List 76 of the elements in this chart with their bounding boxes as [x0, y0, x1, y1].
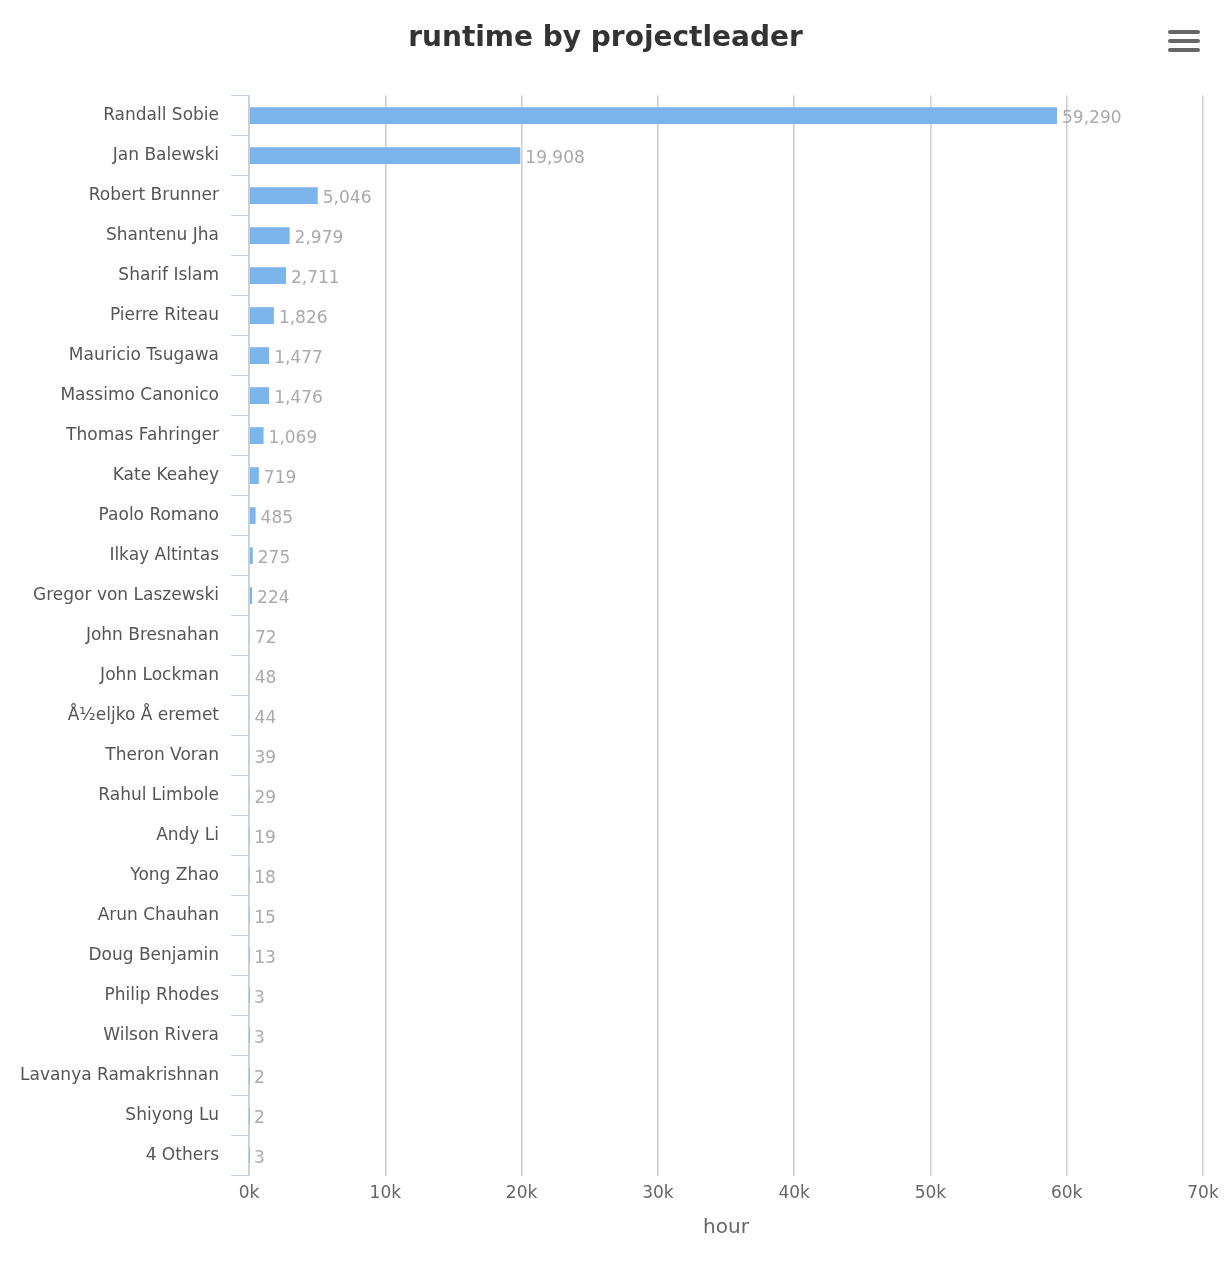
y-tick-label: Andy Li [156, 824, 220, 845]
data-label: 29 [254, 787, 277, 808]
bar [249, 467, 259, 484]
data-label: 5,046 [322, 187, 372, 208]
data-label: 18 [254, 867, 276, 888]
data-label: 2 [254, 1107, 265, 1128]
data-label: 2,979 [294, 227, 344, 248]
x-tick-label: 20k [505, 1182, 538, 1203]
data-label: 2 [254, 1067, 265, 1088]
chart-title: runtime by projectleader [408, 20, 803, 54]
y-tick-label: Massimo Canonico [60, 384, 220, 405]
bar [249, 267, 286, 284]
y-tick-label: Pierre Riteau [109, 304, 220, 325]
data-label: 3 [254, 1147, 265, 1168]
y-tick-label: Robert Brunner [88, 184, 220, 205]
y-tick-label: Doug Benjamin [88, 944, 220, 965]
data-label: 19 [254, 827, 276, 848]
data-label: 19,908 [525, 147, 585, 168]
data-label: 39 [254, 747, 277, 768]
data-label: 72 [254, 627, 277, 648]
y-tick-label: Theron Voran [104, 744, 220, 765]
data-label: 13 [254, 947, 276, 968]
y-tick-label: Yong Zhao [129, 864, 220, 885]
x-tick-label: 10k [369, 1182, 402, 1203]
y-tick-label: Shiyong Lu [125, 1104, 220, 1125]
data-label: 1,477 [274, 347, 323, 368]
data-label: 44 [254, 707, 277, 728]
data-label: 719 [263, 467, 297, 488]
y-tick-label: Kate Keahey [112, 464, 220, 485]
bar [249, 307, 274, 324]
data-label: 48 [254, 667, 277, 688]
y-tick-label: John Bresnahan [84, 624, 220, 645]
y-tick-label: Gregor von Laszewski [33, 584, 220, 605]
data-label: 2,711 [290, 267, 340, 288]
data-label: 1,476 [274, 387, 323, 408]
y-tick-label: Sharif Islam [118, 264, 220, 285]
y-tick-label: Mauricio Tsugawa [68, 344, 220, 365]
data-label: 59,290 [1062, 107, 1122, 128]
x-tick-label: 70k [1187, 1182, 1219, 1203]
bar [249, 147, 521, 164]
y-tick-label: Arun Chauhan [97, 904, 220, 925]
x-tick-label: 50k [914, 1182, 947, 1203]
x-axis-title: hour [703, 1214, 750, 1239]
y-tick-label: 4 Others [145, 1144, 220, 1165]
bar [249, 507, 256, 524]
x-tick-label: 60k [1050, 1182, 1083, 1203]
y-tick-label: Wilson Rivera [103, 1024, 220, 1045]
data-label: 3 [254, 987, 265, 1008]
x-tick-label: 40k [778, 1182, 811, 1203]
bar [249, 107, 1058, 124]
x-tick-label: 0k [238, 1182, 260, 1203]
data-label: 1,069 [268, 427, 318, 448]
y-tick-label: Ilkay Altintas [109, 544, 220, 565]
data-label: 15 [254, 907, 276, 928]
data-label: 275 [257, 547, 291, 568]
y-tick-label: Jan Balewski [111, 144, 220, 165]
bar [249, 427, 264, 444]
bar [249, 387, 270, 404]
bar [249, 227, 290, 244]
data-label: 1,826 [278, 307, 328, 328]
y-tick-label: Rahul Limbole [98, 784, 220, 805]
y-tick-label: Paolo Romano [98, 504, 220, 525]
y-tick-label: Å½eljko Å eremet [67, 703, 220, 725]
y-tick-label: Randall Sobie [103, 104, 220, 125]
y-tick-label: Lavanya Ramakrishnan [20, 1064, 220, 1085]
bar [249, 547, 253, 564]
bar [249, 347, 270, 364]
data-label: 224 [257, 587, 290, 608]
y-tick-label: Philip Rhodes [104, 984, 220, 1005]
x-tick-label: 30k [642, 1182, 674, 1203]
y-tick-label: Thomas Fahringer [65, 424, 220, 445]
y-tick-label: John Lockman [99, 664, 220, 685]
data-label: 3 [254, 1027, 265, 1048]
y-tick-label: Shantenu Jha [105, 224, 220, 245]
data-label: 485 [260, 507, 294, 528]
bar [249, 187, 318, 204]
